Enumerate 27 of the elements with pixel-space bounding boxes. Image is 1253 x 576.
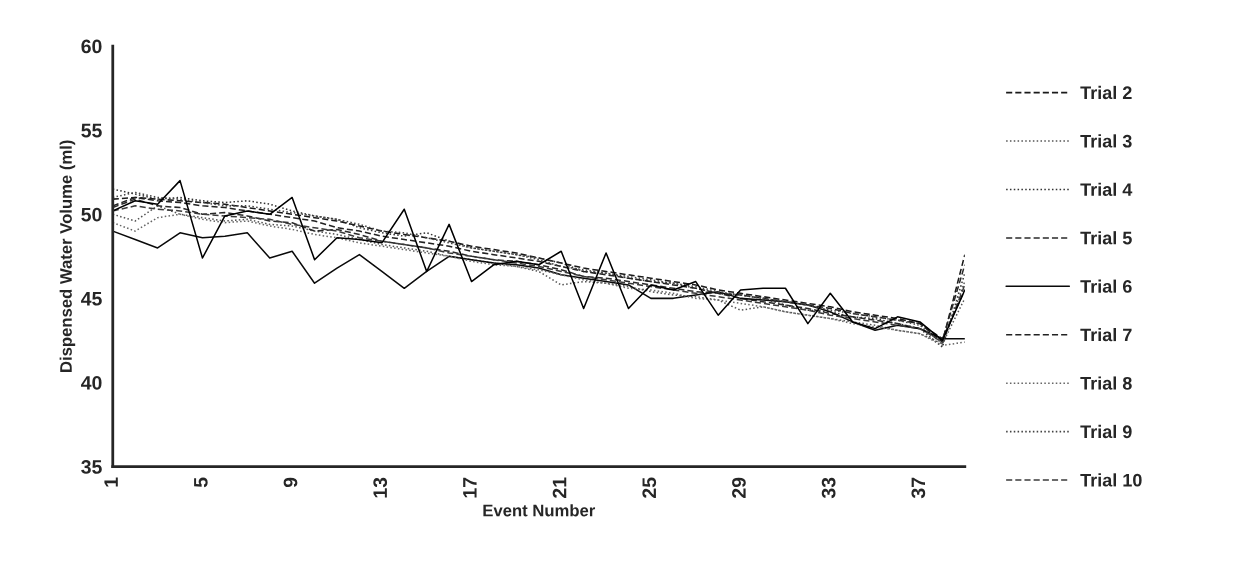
x-tick-label: 25 [642,477,657,498]
x-tick-label: 13 [373,477,388,498]
y-tick-label: 45 [81,292,102,306]
legend-label: Trial 6 [1080,279,1132,293]
legend-label: Trial 2 [1080,85,1132,100]
y-tick-label: 35 [81,460,102,474]
x-tick-label: 5 [194,477,208,488]
legend-label: Trial 10 [1080,473,1142,487]
legend-label: Trial 4 [1080,182,1133,196]
y-tick-label: 40 [81,375,102,390]
x-tick-label: 1 [104,477,118,487]
x-tick-label: 17 [463,477,477,498]
legend-label: Trial 7 [1080,328,1132,342]
y-tick-label: 60 [81,39,102,54]
x-tick-label: 21 [552,477,567,498]
y-tick-label: 55 [81,123,102,138]
y-tick-label: 50 [81,207,102,222]
legend-label: Trial 9 [1080,424,1132,439]
y-axis-title: Dispensed Water Volume (ml) [59,140,76,372]
x-tick-label: 29 [732,477,746,498]
legend-label: Trial 8 [1080,376,1132,390]
x-tick-label: 33 [821,477,836,499]
legend-label: Trial 3 [1080,134,1132,148]
x-axis-title: Event Number [483,504,596,517]
x-tick-label: 37 [911,477,926,499]
x-tick-label: 9 [283,477,298,488]
legend-label: Trial 5 [1080,231,1132,245]
